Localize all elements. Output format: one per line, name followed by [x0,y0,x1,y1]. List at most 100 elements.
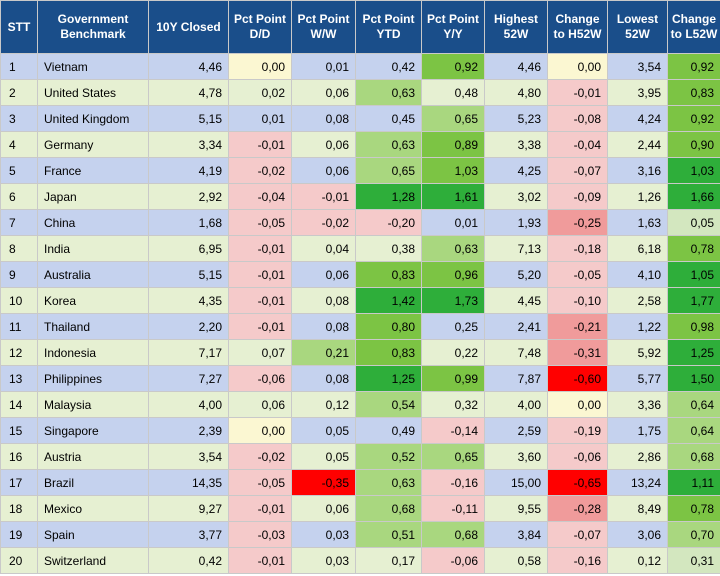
cell-10y-closed: 0,42 [148,547,229,574]
cell-dd: -0,01 [228,261,292,288]
cell-change-h52w: -0,16 [547,547,608,574]
cell-ytd: 0,83 [355,261,422,288]
cell-change-l52w: 0,05 [667,209,720,236]
cell-ytd: 0,52 [355,443,422,470]
table-row: 18 Mexico 9,27 -0,01 0,06 0,68 -0,11 9,55 -0,28 8… [0,495,720,522]
cell-ww: 0,06 [291,157,356,184]
cell-dd: -0,01 [228,235,292,262]
cell-lowest-52w: 4,24 [607,105,668,132]
cell-yy: -0,11 [421,495,485,522]
cell-change-h52w: -0,18 [547,235,608,262]
cell-change-h52w: 0,00 [547,53,608,80]
cell-yy: -0,06 [421,547,485,574]
cell-highest-52w: 5,23 [484,105,548,132]
header-ww: Pct Point W/W [291,0,356,54]
table-row: 7 China 1,68 -0,05 -0,02 -0,20 0,01 1,93 -0,25 1,… [0,209,720,236]
cell-change-h52w: -0,07 [547,521,608,548]
header-row: STT Government Benchmark 10Y Closed Pct … [0,0,720,54]
cell-ww: 0,01 [291,53,356,80]
table-body: 1 Vietnam 4,46 0,00 0,01 0,42 0,92 4,46 0,00 3,54… [0,53,720,574]
table-row: 3 United Kingdom 5,15 0,01 0,08 0,45 0,65 5,23-… [0,105,720,132]
cell-ww: -0,35 [291,469,356,496]
cell-stt: 13 [0,365,38,392]
cell-10y-closed: 5,15 [148,261,229,288]
cell-ytd: 0,42 [355,53,422,80]
table-row: 12 Indonesia 7,17 0,07 0,21 0,83 0,22 7,48 -0,31… [0,339,720,366]
cell-stt: 1 [0,53,38,80]
cell-10y-closed: 7,27 [148,365,229,392]
cell-10y-closed: 9,27 [148,495,229,522]
cell-10y-closed: 3,77 [148,521,229,548]
header-yy: Pct Point Y/Y [421,0,485,54]
cell-dd: 0,02 [228,79,292,106]
cell-yy: 0,25 [421,313,485,340]
cell-change-l52w: 0,68 [667,443,720,470]
cell-country: Brazil [37,469,149,496]
cell-lowest-52w: 6,18 [607,235,668,262]
cell-ww: 0,06 [291,79,356,106]
cell-ytd: 0,80 [355,313,422,340]
cell-yy: 0,65 [421,443,485,470]
cell-ytd: 0,65 [355,157,422,184]
cell-change-h52w: -0,21 [547,313,608,340]
cell-change-h52w: -0,31 [547,339,608,366]
cell-country: Australia [37,261,149,288]
cell-country: Austria [37,443,149,470]
header-highest-52w: Highest 52W [484,0,548,54]
cell-ww: 0,08 [291,313,356,340]
cell-highest-52w: 9,55 [484,495,548,522]
cell-10y-closed: 4,46 [148,53,229,80]
table-row: 2 United States 4,78 0,02 0,06 0,63 0,48 4,80 -0… [0,79,720,106]
cell-ww: 0,03 [291,547,356,574]
cell-ytd: 0,17 [355,547,422,574]
cell-stt: 19 [0,521,38,548]
cell-ytd: 0,38 [355,235,422,262]
cell-lowest-52w: 8,49 [607,495,668,522]
cell-lowest-52w: 1,26 [607,183,668,210]
header-change-l52w: Change to L52W [667,0,720,54]
cell-change-h52w: -0,04 [547,131,608,158]
cell-highest-52w: 1,93 [484,209,548,236]
cell-change-h52w: -0,60 [547,365,608,392]
cell-change-h52w: -0,28 [547,495,608,522]
cell-country: Thailand [37,313,149,340]
cell-10y-closed: 4,19 [148,157,229,184]
cell-yy: 1,61 [421,183,485,210]
cell-highest-52w: 4,25 [484,157,548,184]
cell-stt: 9 [0,261,38,288]
table-row: 5 France 4,19 -0,02 0,06 0,65 1,03 4,25 -0,07 3,1… [0,157,720,184]
table-row: 13 Philippines 7,27 -0,06 0,08 1,25 0,99 7,87 -0… [0,365,720,392]
cell-10y-closed: 2,39 [148,417,229,444]
cell-highest-52w: 3,60 [484,443,548,470]
cell-change-h52w: -0,09 [547,183,608,210]
cell-change-l52w: 0,70 [667,521,720,548]
cell-change-h52w: -0,05 [547,261,608,288]
cell-yy: 0,89 [421,131,485,158]
cell-country: Germany [37,131,149,158]
table-row: 1 Vietnam 4,46 0,00 0,01 0,42 0,92 4,46 0,00 3,54… [0,53,720,80]
cell-10y-closed: 4,35 [148,287,229,314]
cell-change-h52w: -0,25 [547,209,608,236]
cell-change-l52w: 0,92 [667,53,720,80]
cell-stt: 16 [0,443,38,470]
cell-country: Korea [37,287,149,314]
cell-10y-closed: 2,20 [148,313,229,340]
cell-lowest-52w: 4,10 [607,261,668,288]
cell-yy: 0,22 [421,339,485,366]
cell-dd: -0,05 [228,209,292,236]
cell-10y-closed: 4,00 [148,391,229,418]
cell-ww: 0,05 [291,443,356,470]
cell-change-h52w: -0,07 [547,157,608,184]
cell-change-h52w: -0,01 [547,79,608,106]
cell-country: United Kingdom [37,105,149,132]
cell-dd: -0,06 [228,365,292,392]
cell-stt: 11 [0,313,38,340]
cell-ww: 0,12 [291,391,356,418]
cell-change-l52w: 0,64 [667,417,720,444]
cell-ytd: 0,63 [355,131,422,158]
cell-change-l52w: 1,25 [667,339,720,366]
cell-10y-closed: 3,54 [148,443,229,470]
cell-change-h52w: -0,06 [547,443,608,470]
cell-highest-52w: 3,38 [484,131,548,158]
